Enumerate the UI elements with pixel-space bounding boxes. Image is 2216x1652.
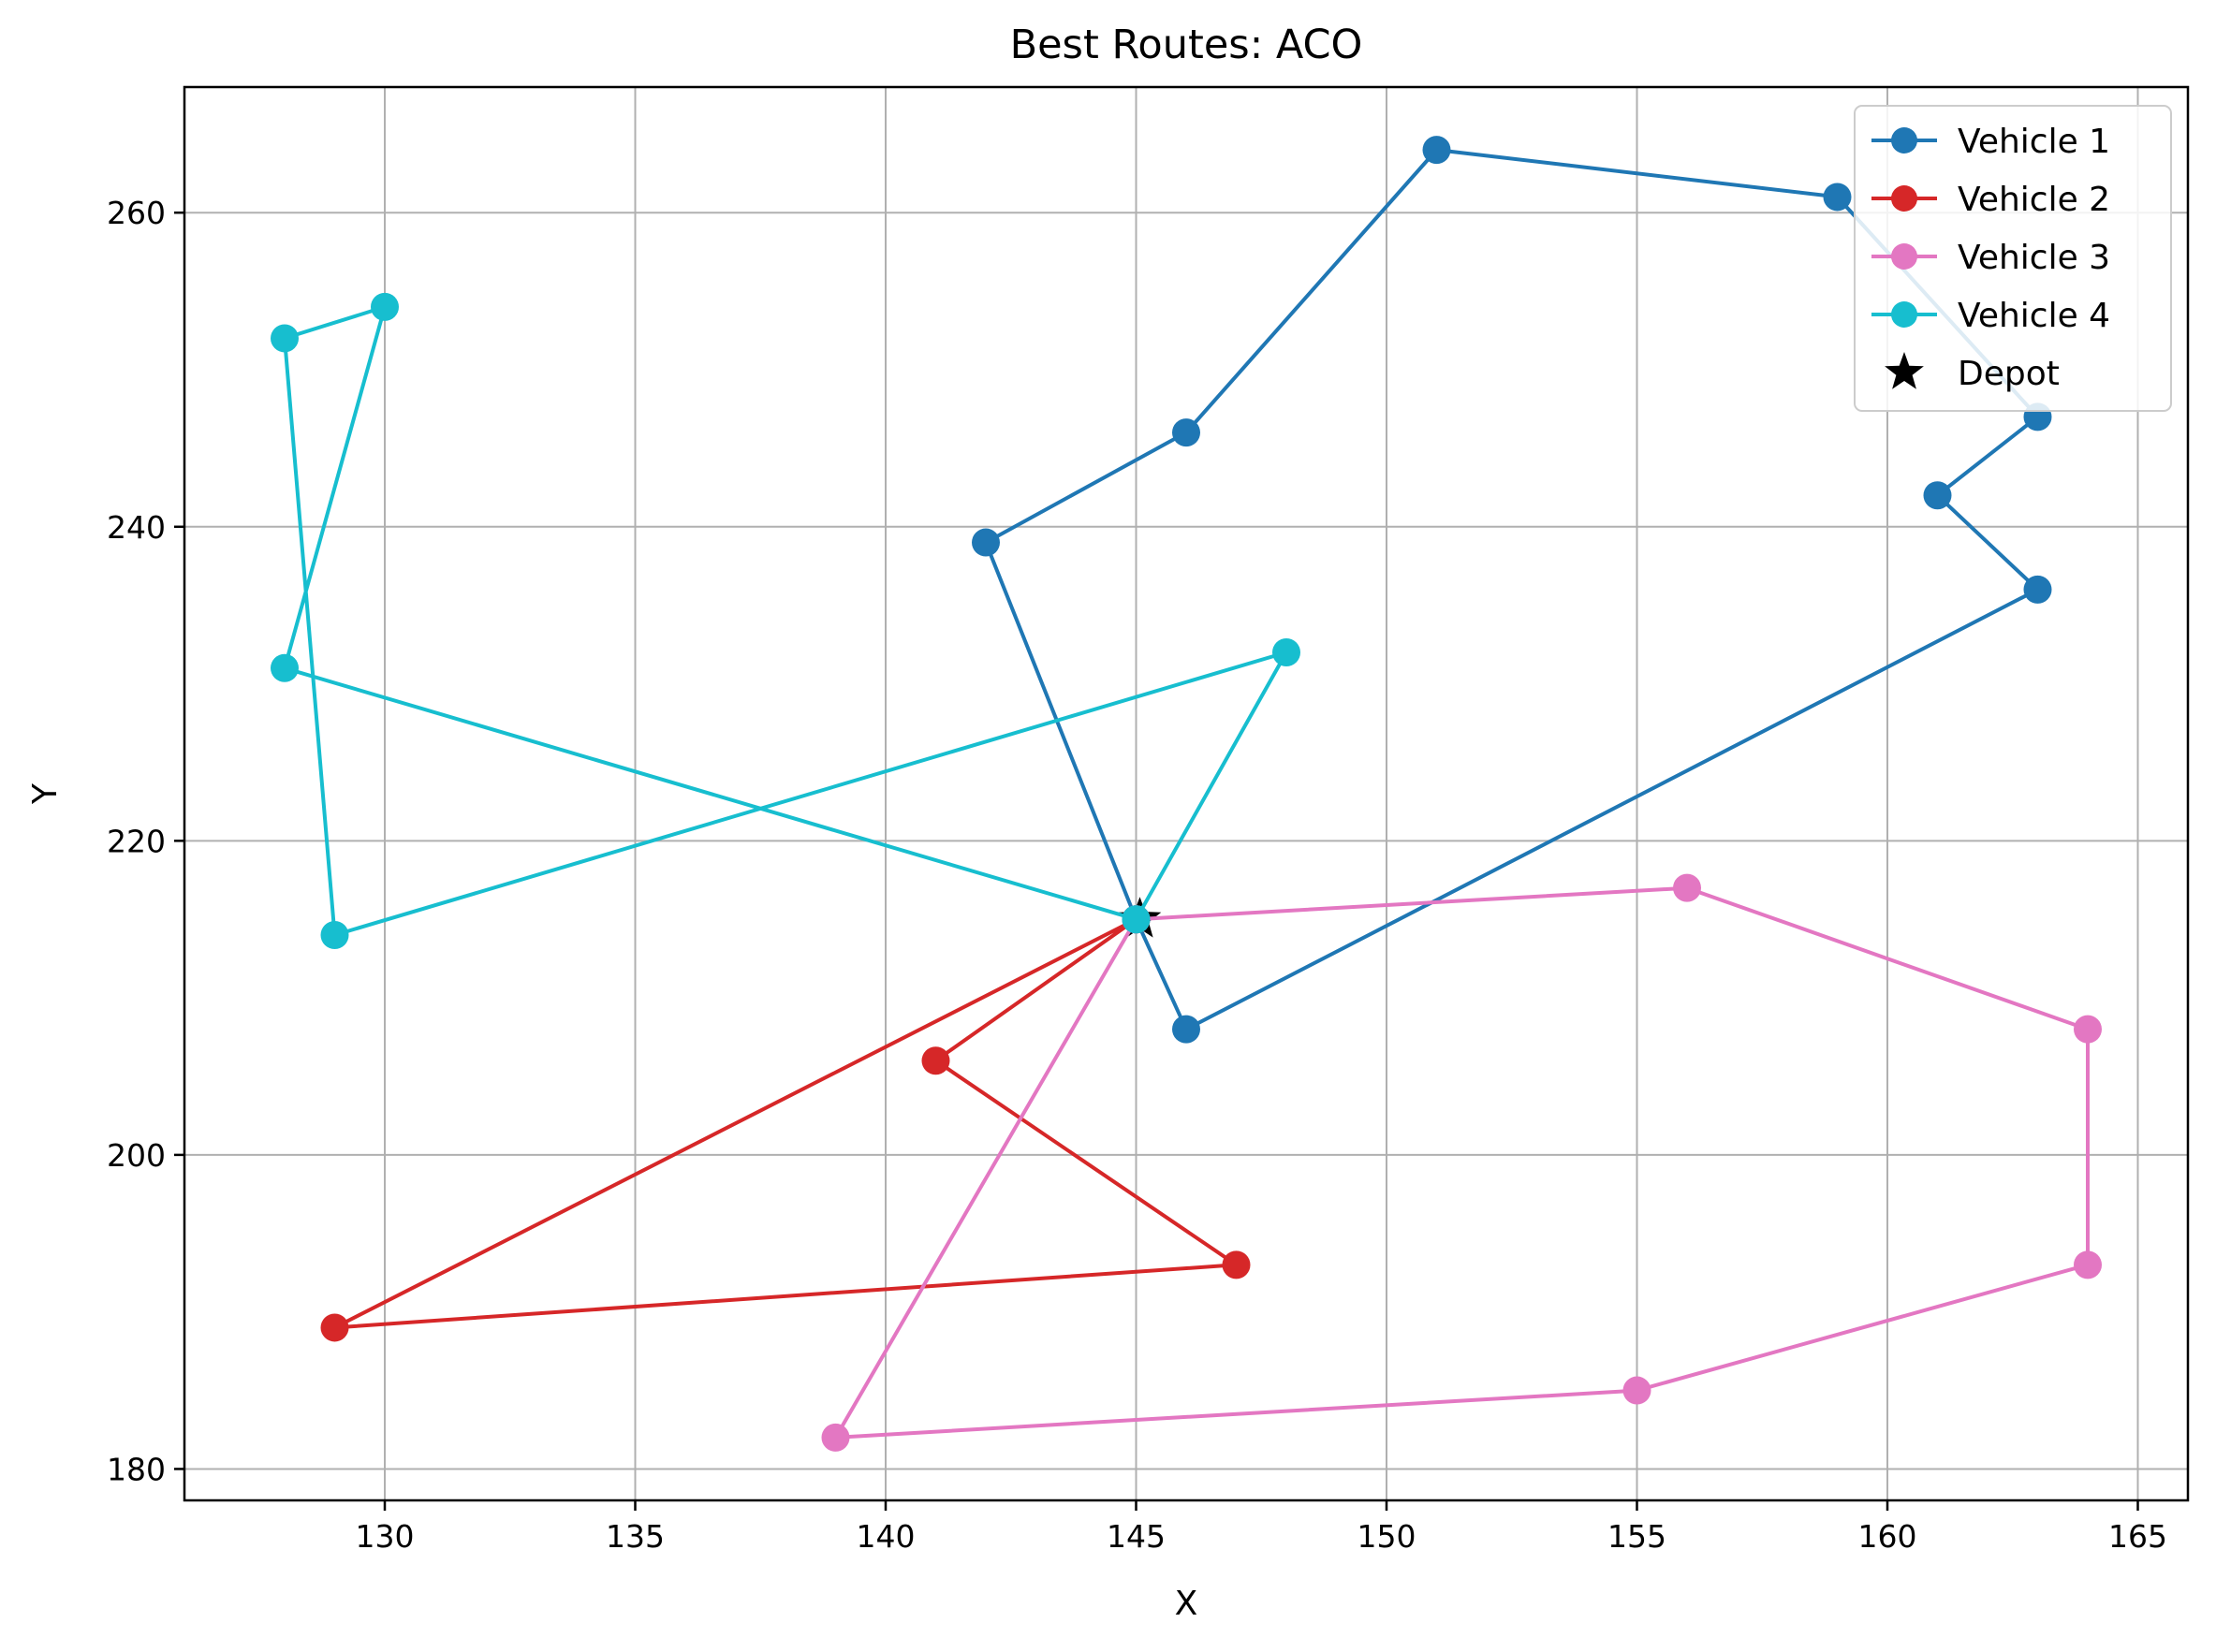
route-point <box>1622 1376 1651 1405</box>
legend-marker <box>1891 301 1917 328</box>
series-layer <box>271 136 2102 1452</box>
axis-ticks: 130 135 140 145 150 155 160 165 180 200 220 240 260 <box>107 195 2167 1555</box>
legend-entry-depot: Depot <box>1885 352 2060 393</box>
legend-entry-vehicle-3: Vehicle 3 <box>1871 239 2110 277</box>
route-point <box>1272 638 1300 666</box>
route-point <box>1172 418 1200 447</box>
series-vehicle-4 <box>271 292 1300 949</box>
legend-marker <box>1891 185 1917 212</box>
x-tick-label: 130 <box>356 1518 415 1555</box>
plot-frame <box>183 85 2190 1502</box>
route-point <box>2074 1250 2102 1279</box>
x-tick-label: 135 <box>606 1518 665 1555</box>
y-tick-label: 180 <box>107 1451 166 1487</box>
route-point <box>320 1313 349 1342</box>
x-tick-label: 145 <box>1107 1518 1166 1555</box>
route-point <box>271 324 299 353</box>
route-point <box>1222 1250 1251 1279</box>
route-point <box>821 1423 850 1452</box>
y-tick-label: 200 <box>107 1137 166 1174</box>
route-point <box>1172 1015 1200 1044</box>
y-tick-label: 220 <box>107 823 166 859</box>
y-tick-label: 240 <box>107 509 166 546</box>
legend-marker <box>1891 127 1917 154</box>
route-point <box>1422 136 1451 165</box>
route-point <box>371 292 399 321</box>
route-point <box>1122 905 1151 934</box>
legend-label: Vehicle 2 <box>1958 181 2110 219</box>
legend: Vehicle 1 Vehicle 2 Vehicle 3 Vehicle 4 Depo… <box>1854 105 2172 412</box>
route-point <box>271 653 299 682</box>
legend-box <box>1854 105 2172 412</box>
y-axis-label: Y <box>26 782 65 805</box>
legend-label: Depot <box>1958 355 2060 393</box>
x-tick-label: 160 <box>1858 1518 1917 1555</box>
x-tick-label: 140 <box>857 1518 916 1555</box>
legend-entry-vehicle-2: Vehicle 2 <box>1871 181 2110 219</box>
legend-marker <box>1891 243 1917 270</box>
route-point <box>972 528 1000 557</box>
x-tick-label: 150 <box>1357 1518 1416 1555</box>
x-tick-label: 155 <box>1607 1518 1666 1555</box>
route-point <box>1923 481 1952 510</box>
legend-label: Vehicle 1 <box>1958 123 2110 161</box>
legend-label: Vehicle 3 <box>1958 239 2110 277</box>
route-point <box>2023 575 2052 604</box>
legend-entry-vehicle-4: Vehicle 4 <box>1871 297 2110 335</box>
route-point <box>2074 1015 2102 1044</box>
chart-title: Best Routes: ACO <box>1010 22 1363 68</box>
y-tick-label: 260 <box>107 195 166 231</box>
legend-star-icon <box>1885 352 1924 389</box>
x-axis-label: X <box>1175 1585 1198 1623</box>
legend-entry-vehicle-1: Vehicle 1 <box>1871 123 2110 161</box>
route-point <box>1823 183 1852 212</box>
route-point <box>921 1046 950 1075</box>
legend-label: Vehicle 4 <box>1958 297 2110 335</box>
route-point <box>320 921 349 949</box>
x-tick-label: 165 <box>2108 1518 2167 1555</box>
route-point <box>1673 873 1701 902</box>
